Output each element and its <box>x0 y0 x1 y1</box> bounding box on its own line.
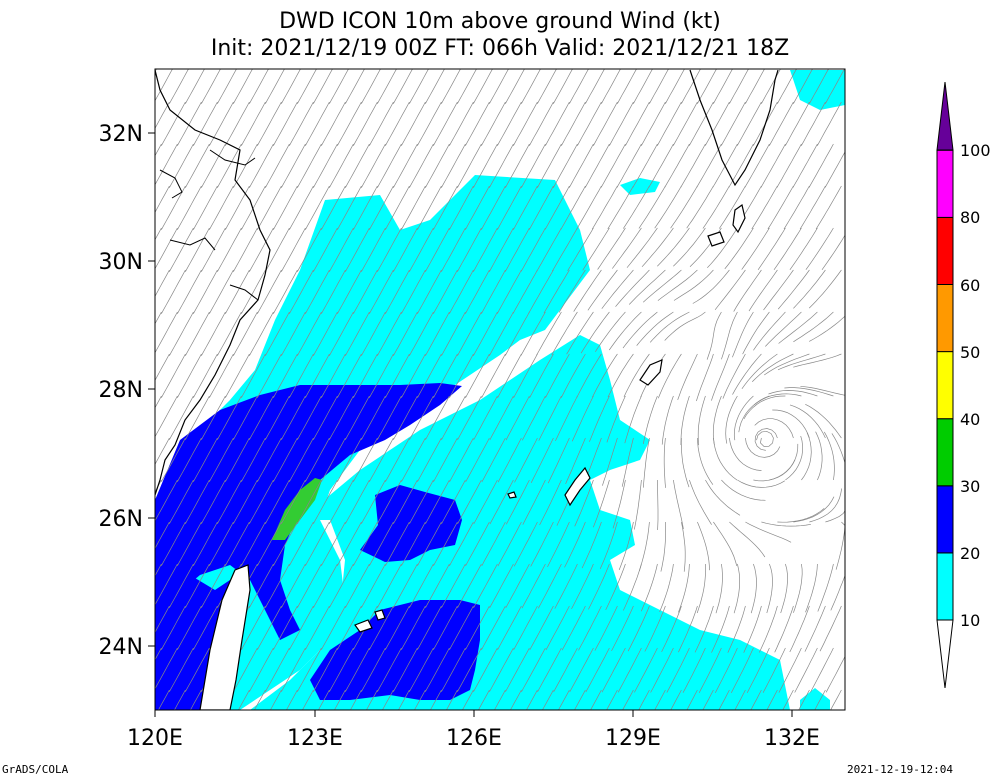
legend-label-20: 20 <box>960 544 980 563</box>
wind-30-40kt-region <box>272 478 322 540</box>
lon-label-132e: 132E <box>764 726 820 751</box>
lat-label-32n: 32N <box>99 122 143 147</box>
legend-label-60: 60 <box>960 276 980 295</box>
legend-swatch-60 <box>936 216 954 285</box>
legend-swatch-40 <box>936 351 954 420</box>
legend-label-30: 30 <box>960 477 980 496</box>
ryukyu-okinawa <box>564 466 591 507</box>
taiwan-island <box>199 564 251 710</box>
legend-swatch-80 <box>936 149 954 218</box>
legend-label-80: 80 <box>960 208 980 227</box>
legend-label-40: 40 <box>960 410 980 429</box>
legend-upper-cap <box>936 81 954 151</box>
chart-subtitle: Init: 2021/12/19 00Z FT: 066h Valid: 202… <box>210 36 790 61</box>
lon-label-129e: 129E <box>605 726 661 751</box>
legend-label-10: 10 <box>960 611 980 630</box>
lat-label-28n: 28N <box>99 378 143 403</box>
footer-source: GrADS/COLA <box>2 763 69 776</box>
lon-label-126e: 126E <box>446 726 502 751</box>
miyako-islands <box>354 619 373 633</box>
lat-label-30n: 30N <box>99 250 143 275</box>
map-plot-area <box>155 69 845 710</box>
lon-label-120e: 120E <box>127 726 183 751</box>
legend-swatch-30 <box>936 418 954 487</box>
inland-lines <box>159 149 259 301</box>
legend-swatch-20 <box>936 485 954 554</box>
china-coast <box>155 69 271 496</box>
footer-timestamp: 2021-12-19-12:04 <box>847 763 953 776</box>
islet-1 <box>507 491 517 499</box>
coastlines <box>155 69 779 710</box>
color-legend: 10 20 30 40 50 60 80 100 <box>936 81 991 689</box>
amami-islands <box>639 359 663 386</box>
kyushu-coast <box>689 69 779 187</box>
axis-ticks <box>148 132 793 717</box>
legend-label-50: 50 <box>960 343 980 362</box>
legend-lower-cap <box>936 619 954 689</box>
legend-label-100: 100 <box>960 141 991 160</box>
wind-streamlines <box>155 69 845 710</box>
tanegashima-island <box>732 203 746 234</box>
yakushima-island <box>707 231 725 247</box>
lon-label-123e: 123E <box>287 726 343 751</box>
legend-swatch-50 <box>936 284 954 353</box>
legend-swatch-10 <box>936 552 954 621</box>
lat-label-24n: 24N <box>99 635 143 660</box>
islet-2 <box>374 609 386 621</box>
lat-label-26n: 26N <box>99 507 143 532</box>
chart-title: DWD ICON 10m above ground Wind (kt) <box>279 9 721 34</box>
